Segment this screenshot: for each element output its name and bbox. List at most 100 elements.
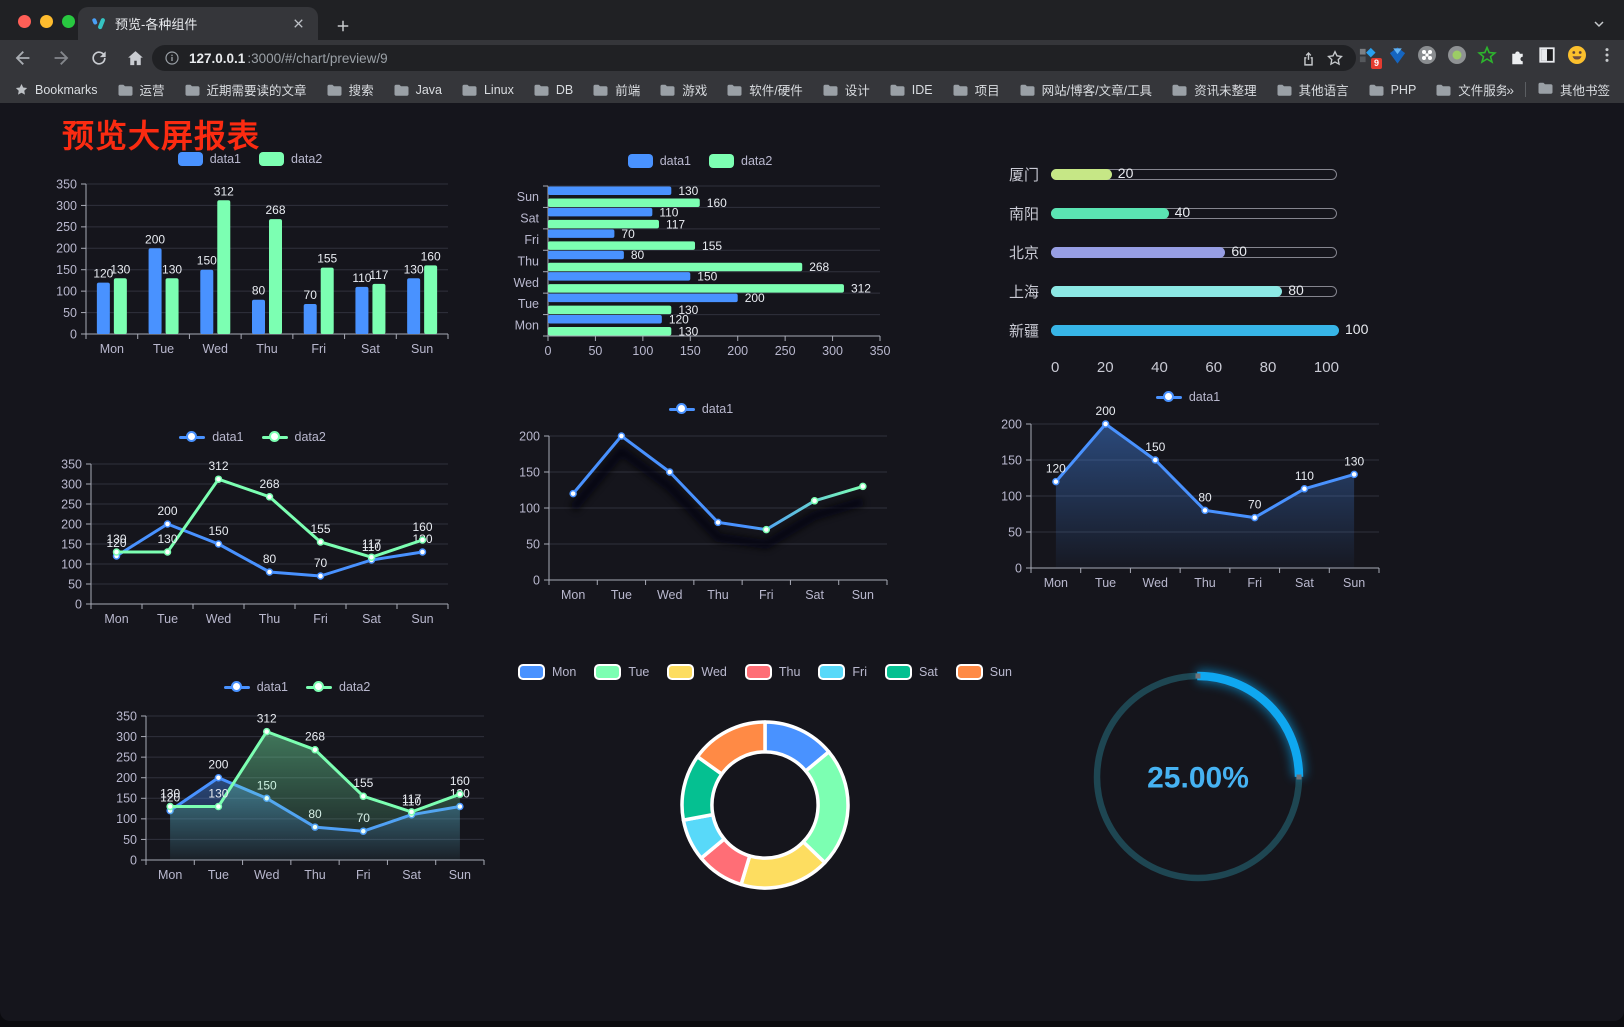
bookmark-folder[interactable]: 近期需要读的文章 — [184, 80, 307, 99]
legend-item[interactable]: Sun — [955, 664, 1013, 680]
tab-search-chevron-icon[interactable] — [1588, 13, 1610, 35]
bookmark-folder[interactable]: 软件/硬件 — [726, 80, 803, 99]
record-extension-icon[interactable] — [1446, 44, 1468, 66]
gem-extension-icon[interactable] — [1386, 44, 1408, 66]
svg-text:Mon: Mon — [1044, 576, 1068, 590]
chart-progress-bars[interactable]: 厦门 20 南阳 40 北京 60 上海 80 新疆 100 0 20 40 60 80 100 — [993, 156, 1393, 386]
command-extension-icon[interactable] — [1416, 44, 1438, 66]
legend-item[interactable]: data2 — [306, 680, 370, 694]
reload-button[interactable] — [88, 47, 110, 69]
legend-item[interactable]: data1 — [1155, 390, 1220, 404]
tab-close-icon[interactable] — [291, 16, 306, 31]
svg-text:70: 70 — [314, 556, 328, 570]
chart-gauge[interactable]: 25.00% — [1040, 656, 1356, 900]
bookmark-folder[interactable]: 资讯未整理 — [1171, 80, 1257, 99]
legend-item[interactable]: data2 — [261, 430, 326, 444]
progress-row[interactable]: 北京 60 — [993, 242, 1393, 262]
zoom-window-button[interactable] — [62, 15, 75, 28]
minimize-window-button[interactable] — [40, 15, 53, 28]
chart-donut[interactable]: Mon Tue Wed Thu Fri Sat Sun — [517, 660, 1012, 895]
chart-line-two-series[interactable]: data1 data2 0 50 100 150 200 250 300 350 Mon Tue Wed… — [45, 426, 460, 634]
chart-area-single[interactable]: data1 0 50 100 150 200 Mon Tue Wed Thu Fri Sat Sun 12… — [985, 386, 1391, 598]
legend-label: Sun — [989, 665, 1013, 679]
url-bar[interactable]: 127.0.0.1 :3000/#/chart/preview/9 — [152, 45, 1356, 71]
progress-row[interactable]: 新疆 100 — [993, 320, 1393, 340]
legend-item[interactable]: data2 — [709, 154, 772, 168]
svg-text:80: 80 — [263, 552, 277, 566]
chart-area-two-series[interactable]: data1 data2 0 50 100 150 200 250 300 350 Mon Tue Wed… — [100, 676, 494, 890]
bookmark-folder[interactable]: IDE — [889, 83, 933, 97]
svg-text:150: 150 — [116, 792, 137, 806]
pixel-extension-icon[interactable]: 9 — [1356, 44, 1382, 69]
bookmark-folder[interactable]: 设计 — [822, 80, 870, 99]
browser-menu-icon[interactable] — [1596, 44, 1618, 66]
svg-text:350: 350 — [56, 177, 77, 191]
contrast-extension-icon[interactable] — [1536, 44, 1558, 66]
forward-button[interactable] — [50, 47, 72, 69]
svg-text:Sat: Sat — [361, 342, 380, 356]
other-bookmarks-folder[interactable]: 其他书签 — [1537, 80, 1610, 99]
axis-tick-label: 100 — [1313, 359, 1339, 376]
bookmark-folder[interactable]: 搜索 — [326, 80, 374, 99]
legend-swatch — [955, 664, 983, 680]
bookmark-folder[interactable]: DB — [533, 83, 573, 97]
legend-item[interactable]: Mon — [517, 664, 576, 680]
bookmark-folder[interactable]: 网站/博客/文章/工具 — [1019, 80, 1152, 99]
chart-line-gradient[interactable]: data1 0 50 100 150 200 Mon Tue Wed Thu Fri Sat Sun — [503, 398, 899, 610]
chart-canvas: 0 50 100 150 200 Mon Tue Wed Thu Fri Sat Sun — [519, 429, 888, 602]
pie-slice-Wed[interactable] — [739, 840, 827, 890]
progress-label: 新疆 — [1008, 322, 1039, 340]
legend-item[interactable]: data1 — [177, 152, 241, 166]
puzzle-extensions-icon[interactable] — [1506, 44, 1528, 66]
svg-text:117: 117 — [369, 268, 388, 282]
svg-text:Sun: Sun — [1343, 576, 1365, 590]
close-window-button[interactable] — [18, 15, 31, 28]
share-icon[interactable] — [1300, 50, 1317, 67]
svg-text:130: 130 — [678, 303, 698, 317]
site-info-icon[interactable] — [164, 50, 180, 66]
bookmark-folder[interactable]: Java — [393, 83, 442, 97]
svg-text:268: 268 — [259, 477, 279, 491]
legend-item[interactable]: Tue — [594, 664, 649, 680]
bookmark-folder[interactable]: 游戏 — [659, 80, 707, 99]
legend-item[interactable]: data1 — [668, 402, 733, 416]
progress-row[interactable]: 南阳 40 — [993, 203, 1393, 223]
axis-tick-label: 20 — [1096, 359, 1114, 376]
svg-text:200: 200 — [727, 344, 748, 358]
progress-row[interactable]: 厦门 20 — [993, 164, 1393, 184]
legend-item[interactable]: Thu — [744, 664, 800, 680]
home-button[interactable] — [124, 47, 146, 69]
bookmarks-root[interactable]: Bookmarks — [14, 82, 98, 97]
emoji-extension-icon[interactable] — [1566, 44, 1588, 66]
chart-bar-horizontal[interactable]: data1 data2 0 50 100 150 200 250 300 350 Sun 130 160… — [502, 150, 898, 364]
folder-icon — [1538, 82, 1553, 94]
pie-slice-Sun[interactable] — [695, 720, 767, 776]
new-tab-button[interactable] — [330, 13, 356, 39]
bookmark-folder-label: 游戏 — [682, 84, 708, 98]
svg-text:130: 130 — [404, 262, 424, 276]
legend-item[interactable]: data1 — [627, 154, 691, 168]
bookmark-folder[interactable]: 其他语言 — [1276, 80, 1349, 99]
svg-text:250: 250 — [116, 751, 137, 765]
chart-bar-vertical[interactable]: data1 data2 0 50 100 150 200 250 300 350 Mon Tue Wed… — [40, 148, 460, 364]
browser-tab[interactable]: 预览-各种组件 — [78, 7, 318, 40]
progress-row[interactable]: 上海 80 — [993, 281, 1393, 301]
bookmark-folder[interactable]: 运营 — [117, 80, 165, 99]
bookmark-folder[interactable]: 前端 — [592, 80, 640, 99]
legend-item[interactable]: data1 — [179, 430, 244, 444]
back-button[interactable] — [12, 47, 34, 69]
bookmark-folder[interactable]: 项目 — [952, 80, 1000, 99]
bookmarks-overflow-chevron[interactable]: » — [1506, 81, 1514, 98]
legend-item[interactable]: data1 — [223, 680, 288, 694]
green-star-extension-icon[interactable] — [1476, 44, 1498, 66]
legend-item[interactable]: Fri — [818, 664, 867, 680]
legend-item[interactable]: Sat — [885, 664, 938, 680]
legend-item[interactable]: data2 — [259, 152, 322, 166]
svg-text:25.00%: 25.00% — [1147, 762, 1249, 795]
bookmark-folder[interactable]: 文件服务器 — [1435, 80, 1506, 99]
bookmark-folder[interactable]: PHP — [1368, 83, 1416, 97]
svg-text:130: 130 — [678, 184, 698, 198]
bookmark-star-icon[interactable] — [1326, 49, 1344, 67]
legend-item[interactable]: Wed — [667, 664, 727, 680]
bookmark-folder[interactable]: Linux — [461, 83, 514, 97]
